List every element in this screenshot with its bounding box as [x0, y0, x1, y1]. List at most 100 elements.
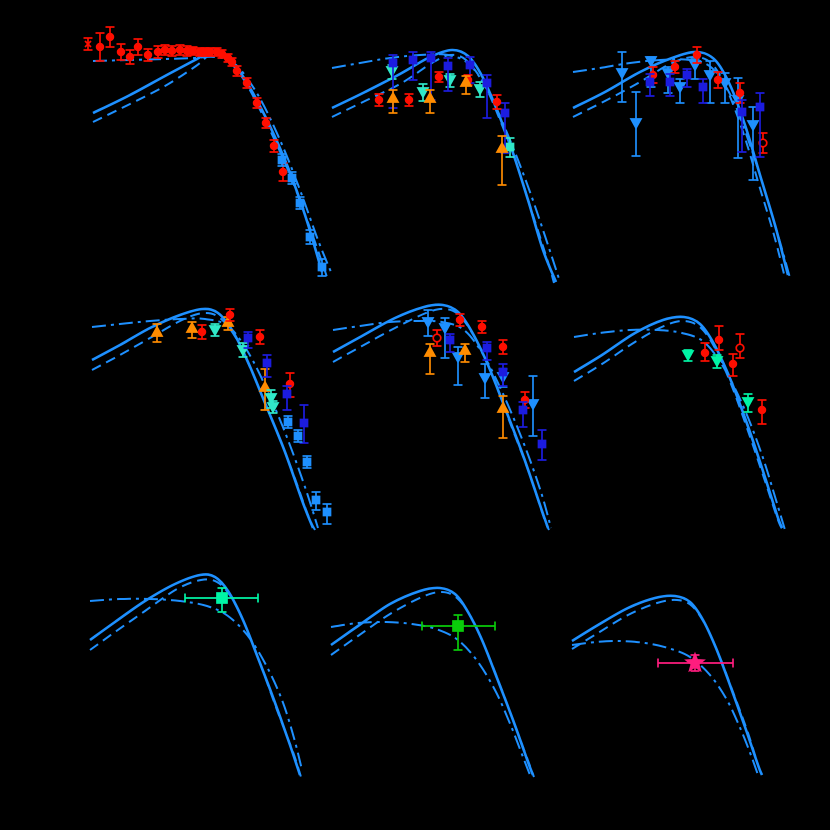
data-point-red-circle: [252, 97, 262, 109]
data-point-red-circle: [728, 353, 738, 377]
data-point-lightblue-square: [287, 171, 297, 185]
data-point-orange-triup: [459, 75, 473, 95]
data-point-lightblue-square: [302, 455, 312, 469]
model-curve-dashed-r3c2: [330, 590, 535, 778]
data-point-turquoise-tridown: [416, 83, 430, 102]
data-point-mediumblue-square: [243, 331, 253, 349]
data-point-mediumblue-square: [445, 333, 455, 353]
model-curve-dashed-r2c1: [91, 311, 316, 531]
data-point-mediumblue-square: [262, 354, 272, 378]
data-point-orange-triup: [458, 343, 472, 363]
data-point-lightblue-tridown: [615, 51, 629, 103]
data-point-lightblue-square: [311, 491, 321, 511]
data-point-lightblue-square: [305, 229, 315, 245]
data-point-red-circle: [143, 48, 153, 62]
data-point-orange-triup: [386, 89, 400, 114]
data-point-orange-triup: [185, 321, 199, 339]
model-curve-solid-r2c3: [573, 315, 784, 529]
data-point-red-circle: [757, 399, 767, 425]
data-point-red-circle: [261, 117, 271, 129]
data-point-red-circle: [374, 93, 384, 107]
data-point-mediumblue-square: [737, 99, 747, 153]
data-point-lightblue-square: [317, 258, 327, 277]
model-curve-dashdot-r3c2: [330, 620, 531, 776]
data-point-mediumblue-square: [682, 68, 692, 88]
data-point-springgreen-tridown: [710, 354, 724, 369]
data-point-springgreen-tridown: [681, 349, 695, 362]
model-curve-dashed-r2c3: [573, 319, 784, 531]
model-curve-dashed-r3c3: [571, 598, 764, 778]
data-point-mediumblue-square: [465, 56, 475, 84]
chart-panel-r3c1: [89, 573, 303, 778]
model-curve-solid-r3c3: [571, 594, 764, 776]
data-point-pink-star: [657, 651, 734, 673]
data-point-lightblue-square: [293, 429, 303, 443]
data-point-turquoise-square: [505, 137, 515, 158]
data-point-red-x: [83, 37, 93, 51]
data-point-turquoise-tridown: [266, 400, 280, 414]
model-curve-solid-r1c1: [92, 48, 324, 273]
data-point-mediumblue-square: [755, 92, 765, 158]
data-point-mediumblue-square: [282, 385, 292, 411]
data-point-lightblue-square: [283, 415, 293, 429]
data-point-mediumblue-square: [537, 429, 547, 461]
chart-panel-r1c1: [83, 26, 332, 281]
data-point-turquoise-tridown: [443, 73, 457, 88]
model-curve-dashed-r1c2: [331, 53, 555, 284]
data-point-red-circle: [153, 45, 163, 59]
data-point-lightblue-tridown: [718, 72, 732, 104]
model-curve-dashdot-r1c1: [92, 55, 332, 273]
data-point-red-circle: [232, 65, 242, 77]
data-point-springgreen-square: [184, 587, 259, 613]
data-point-red-circle: [477, 320, 487, 334]
data-point-lightblue-tridown: [673, 78, 687, 104]
data-point-lightblue-tridown: [478, 363, 492, 399]
data-point-lightblue-square: [295, 196, 305, 210]
data-point-red-circle: [434, 71, 444, 83]
data-point-red-circle: [255, 329, 265, 345]
data-point-orange-triup: [258, 368, 272, 411]
model-curve-dashed-r1c1: [92, 52, 329, 281]
data-point-red-circle: [160, 44, 170, 56]
data-point-lightblue-tridown: [451, 346, 465, 386]
model-curve-dashdot-r3c3: [571, 639, 759, 776]
data-point-orange-triup: [496, 395, 510, 439]
data-point-lightblue-tridown: [421, 309, 435, 337]
data-point-red-circle: [700, 342, 710, 362]
data-point-mediumblue-square: [443, 57, 453, 92]
model-curve-dashdot-r2c2: [332, 319, 552, 529]
data-point-orange-triup: [150, 323, 164, 343]
model-curve-dashed-r3c1: [89, 578, 302, 778]
data-point-red-circle: [95, 32, 105, 62]
chart-panel-r1c2: [331, 48, 561, 284]
model-curve-solid-r1c2: [331, 48, 558, 283]
data-point-red-circle: [404, 93, 414, 107]
data-point-turquoise-tridown: [473, 81, 487, 98]
data-point-red-circle: [167, 45, 177, 57]
data-point-mediumblue-square: [518, 401, 528, 428]
data-point-mediumblue-square: [299, 404, 309, 444]
data-point-red-circle: [285, 372, 295, 398]
data-point-lightblue-square: [322, 503, 332, 525]
data-point-mediumblue-square: [408, 51, 418, 81]
model-curve-dashed-r1c3: [572, 55, 786, 279]
data-point-lightblue-tridown: [746, 106, 760, 181]
data-point-red-circle: [714, 325, 724, 351]
data-point-mediumblue-square: [482, 74, 492, 119]
chart-panel-r3c2: [330, 586, 535, 778]
data-point-mediumblue-square: [426, 51, 436, 101]
data-point-orange-triup: [495, 135, 509, 186]
data-point-lightblue-tridown: [703, 60, 717, 104]
data-point-mediumblue-square: [500, 102, 510, 154]
data-point-mediumblue-square: [665, 73, 675, 97]
data-point-red-circle: [269, 139, 279, 153]
data-point-red-circle: [713, 71, 723, 89]
data-point-red-circle: [242, 77, 252, 89]
model-curve-dashdot-r3c1: [89, 597, 303, 771]
data-point-red-circleopen: [735, 333, 745, 359]
data-point-red-circle: [116, 43, 126, 61]
data-point-red-circle: [197, 324, 207, 340]
chart-panel-r2c3: [573, 315, 786, 531]
